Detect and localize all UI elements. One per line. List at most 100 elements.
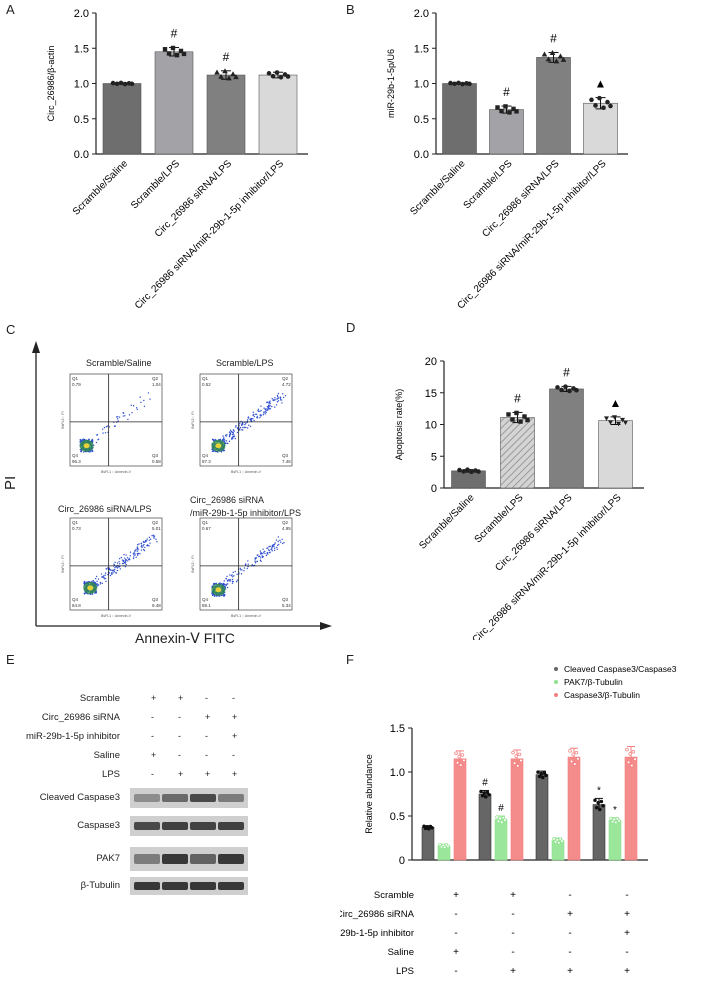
category-label: Scramble/LPS — [473, 492, 526, 545]
flow-event — [222, 439, 224, 441]
flow-event — [82, 451, 85, 453]
bar — [442, 83, 477, 155]
flow-event — [136, 544, 139, 546]
data-point — [631, 750, 636, 754]
flow-event — [223, 583, 226, 586]
flow-event — [225, 440, 228, 442]
category-label: Scramble/LPS — [462, 158, 515, 211]
bar — [583, 102, 618, 155]
flow-event — [152, 534, 155, 536]
chart-f: 0 0.5 1.0 1.5 Relative abundance Cleaved Casp… — [340, 664, 677, 977]
data-point — [460, 753, 465, 757]
flow-event — [123, 561, 126, 564]
quadrant-value: 0.67 — [202, 526, 211, 531]
significance-mark: # — [171, 27, 178, 41]
flow-event — [109, 569, 112, 571]
flow-event — [268, 405, 270, 408]
flow-event — [232, 576, 234, 578]
wb-band — [218, 822, 244, 830]
significance-mark: * — [597, 785, 601, 796]
flow-event — [135, 548, 137, 551]
flow-event — [97, 578, 100, 580]
flow-event — [260, 551, 262, 554]
flow-event — [240, 573, 243, 575]
bar — [598, 420, 633, 489]
y-tick-label: 20 — [425, 356, 437, 368]
flow-event — [253, 415, 256, 418]
flow-event — [91, 580, 93, 583]
flow-event — [246, 427, 249, 429]
flow-event — [107, 573, 109, 576]
data-point — [549, 49, 556, 55]
data-point — [541, 775, 545, 780]
flow-event — [278, 543, 280, 546]
data-point — [614, 820, 618, 825]
wb-condition-sign: - — [151, 712, 154, 722]
condition-sign: - — [454, 909, 457, 920]
data-point — [506, 412, 511, 417]
flow-event — [131, 411, 133, 414]
flow-event — [260, 405, 262, 407]
data-point — [110, 80, 116, 86]
wb-band — [218, 794, 244, 802]
data-point — [465, 467, 470, 473]
flow-event — [140, 549, 143, 551]
flow-event — [119, 568, 122, 570]
flow-title-1: Scramble/Saline — [86, 358, 152, 368]
flow-event — [124, 415, 126, 417]
flow-event — [116, 566, 118, 568]
flow-event — [223, 594, 225, 597]
bar — [536, 57, 571, 155]
flow-event — [241, 569, 243, 571]
flow-event — [114, 561, 116, 564]
y-tick-label: 0.0 — [74, 149, 89, 161]
data-point — [129, 81, 135, 87]
flow-event — [260, 414, 262, 416]
flow-event — [117, 420, 119, 422]
bar — [549, 388, 584, 489]
category-label: Circ_26986 siRNA/LPS — [480, 158, 562, 240]
quadrant-label: Q3 — [152, 597, 159, 602]
flow-event — [80, 451, 82, 453]
flow-axis-y-small: BsFL3 :: PI — [61, 555, 65, 572]
data-point — [455, 761, 460, 765]
data-point — [569, 759, 574, 764]
data-point — [479, 789, 483, 794]
flow-event — [274, 397, 276, 399]
data-point — [162, 47, 168, 52]
data-point — [499, 108, 504, 114]
flow-event — [277, 544, 279, 547]
flow-event — [226, 575, 228, 578]
data-point — [511, 750, 515, 755]
bar — [421, 827, 435, 861]
flow-event — [276, 546, 278, 549]
flow-event — [231, 438, 233, 440]
flow-event — [251, 564, 254, 566]
flow-event — [214, 438, 217, 441]
legend-label: PAK7/β-Tubulin — [564, 677, 623, 687]
flow-event — [139, 396, 141, 398]
wb-band-label: PAK7 — [96, 853, 120, 864]
flow-event — [79, 448, 82, 451]
wb-condition-label: Circ_26986 siRNA — [41, 712, 120, 723]
data-point — [574, 387, 579, 393]
flow-event — [226, 442, 228, 445]
wb-condition-sign: + — [205, 769, 211, 779]
flow-event — [245, 422, 247, 424]
flow-event — [143, 543, 145, 546]
wb-condition-sign: + — [151, 750, 157, 760]
flow-event — [218, 595, 220, 597]
flow-event — [120, 556, 123, 559]
data-point — [599, 799, 604, 804]
wb-band — [134, 822, 160, 830]
flow-event — [266, 409, 268, 411]
flow-event — [277, 536, 280, 538]
flow-event — [140, 542, 143, 545]
flow-event — [276, 394, 279, 397]
flow-event — [211, 450, 214, 453]
bar — [535, 774, 549, 861]
data-point — [476, 469, 481, 474]
flow-event — [213, 439, 216, 441]
quadrant-value: 7.46 — [282, 459, 291, 464]
wb-condition-sign: - — [205, 750, 208, 760]
